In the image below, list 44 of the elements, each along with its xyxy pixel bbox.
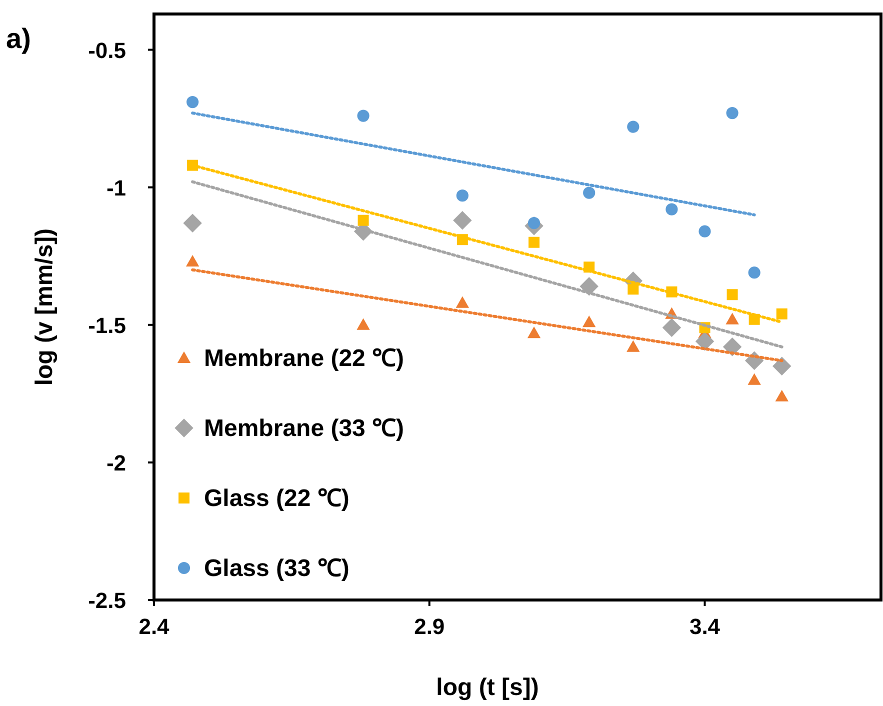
y-tick-label: -2 [106,450,126,476]
point [726,312,739,324]
legend-label: Glass (33 ℃) [204,555,350,582]
point [583,186,596,199]
point [183,214,202,232]
point [662,318,682,337]
point [726,289,738,300]
point [528,236,540,248]
y-tick-label: -2.5 [88,588,126,613]
x-axis-title: log (t [s]) [436,674,539,701]
x-tick-label: 2.9 [414,614,445,639]
point [748,373,761,385]
point [453,210,472,230]
point [356,318,370,330]
y-tick-label: -1 [106,175,126,200]
legend-label: Membrane (33 ℃) [204,415,404,442]
point [776,308,788,320]
text: a) [6,23,31,54]
point [628,284,639,295]
x-tick-label: 3.4 [689,614,721,639]
point [666,203,678,216]
legend-label: Membrane (22 ℃) [204,345,404,372]
point [626,340,640,352]
point [456,296,470,308]
x-tick-label: 2.4 [138,614,170,639]
point [186,255,200,267]
point [358,214,369,226]
point [456,190,468,202]
point [772,356,792,376]
point [580,277,598,296]
point [186,96,199,108]
point [582,316,596,328]
point [698,225,711,238]
y-tick-label: -0.5 [88,38,126,63]
point [775,390,788,402]
point [748,266,760,279]
point [695,332,714,351]
point [527,326,541,338]
y-tick-label: -1.5 [88,312,126,338]
legend-label: Glass (22 ℃) [204,485,350,512]
point [726,106,738,120]
point [357,110,370,122]
y-axis-title: log (v [mm/s]) [31,228,58,386]
point [627,120,640,133]
